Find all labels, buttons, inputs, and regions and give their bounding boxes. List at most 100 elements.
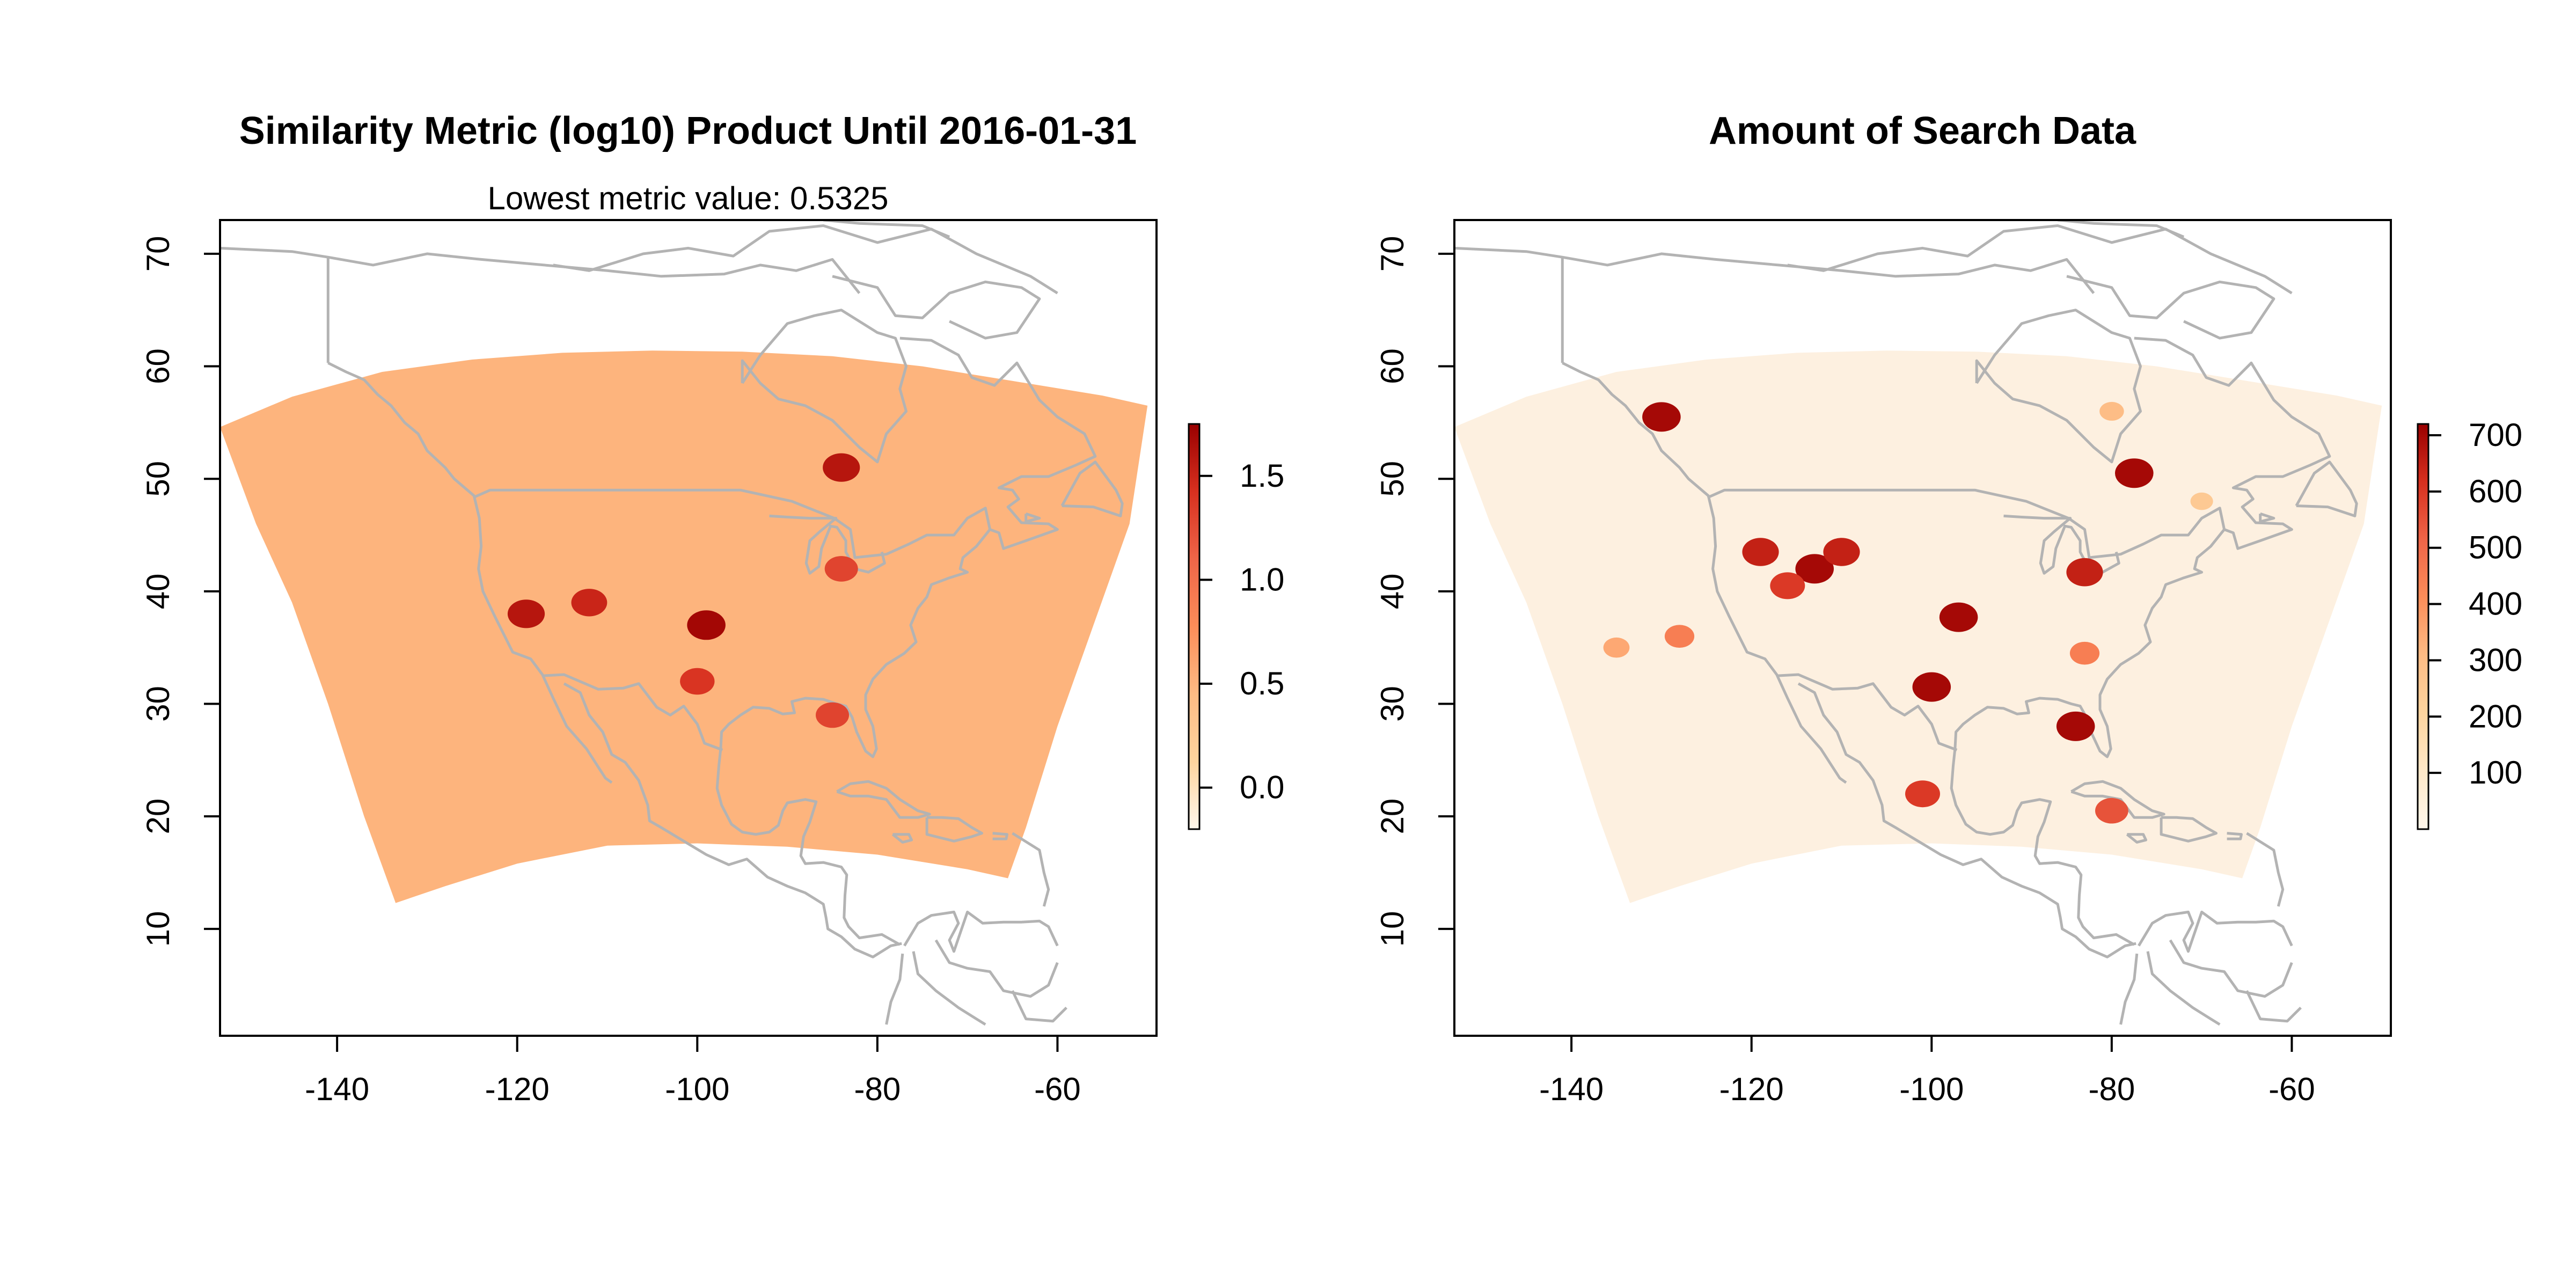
y-axis: 10 20 30 40 50 60 70 xyxy=(140,236,220,947)
boundary-line xyxy=(1011,990,1067,1023)
boundary-line xyxy=(1777,673,1958,751)
x-tick-label: -80 xyxy=(2088,1071,2135,1107)
x-tick-label: -140 xyxy=(1539,1071,1604,1107)
hotspot-layer xyxy=(507,453,860,728)
boundary-line xyxy=(934,939,1059,998)
x-axis: -140 -120 -100 -80 -60 xyxy=(1539,1036,2315,1107)
boundary-line xyxy=(1797,682,2136,958)
colorbar-tick-label: 0.5 xyxy=(1240,665,1284,701)
hotspot-cell xyxy=(1642,402,1681,432)
search-data-panel: Amount of Search Data -140 -120 -100 -80 -60… xyxy=(1374,109,2522,1107)
hotspot-cell xyxy=(687,610,726,640)
boundary-line xyxy=(2057,220,2185,238)
boundary-line xyxy=(1787,224,2293,295)
boundary-line xyxy=(2169,939,2293,998)
boundary-line xyxy=(992,832,1008,840)
boundary-line xyxy=(1024,512,1041,523)
x-tick-label: -140 xyxy=(305,1071,369,1107)
boundary-line xyxy=(1708,488,2226,559)
boundary-line xyxy=(912,951,986,1026)
boundary-line xyxy=(903,910,1059,953)
hotspot-cell xyxy=(2095,797,2128,824)
hotspot-cell xyxy=(823,453,860,482)
x-tick-label: -60 xyxy=(2268,1071,2315,1107)
boundary-line xyxy=(543,673,723,751)
hotspot-layer xyxy=(1603,401,2213,824)
y-tick-label: 30 xyxy=(140,686,176,722)
boundary-line xyxy=(2134,336,2331,550)
boundary-line xyxy=(327,362,613,784)
boundary-line xyxy=(741,309,908,464)
boundary-line xyxy=(2066,275,2275,340)
y-tick-label: 50 xyxy=(140,461,176,497)
hotspot-cell xyxy=(2115,458,2154,488)
y-tick-label: 60 xyxy=(1374,348,1410,384)
colorbar xyxy=(2417,423,2429,830)
color-legend: 0.0 0.5 1.0 1.5 xyxy=(1188,423,1284,830)
x-tick-label: -120 xyxy=(485,1071,550,1107)
chart-title: Amount of Search Data xyxy=(1709,109,2136,152)
colorbar-tick-label: 1.0 xyxy=(1240,561,1284,597)
boundary-line xyxy=(1975,309,2142,464)
y-tick-label: 60 xyxy=(140,348,176,384)
hotspot-cell xyxy=(1664,625,1695,648)
colorbar-tick-label: 100 xyxy=(2469,755,2522,791)
x-tick-label: -80 xyxy=(854,1071,901,1107)
chart-subtitle: Lowest metric value: 0.5325 xyxy=(487,180,888,216)
chart-title: Similarity Metric (log10) Product Until … xyxy=(239,109,1137,152)
y-tick-label: 40 xyxy=(1374,573,1410,609)
hotspot-cell xyxy=(1823,538,1860,566)
colorbar-tick-label: 600 xyxy=(2469,473,2522,509)
colorbar-tick-label: 700 xyxy=(2469,417,2522,453)
hotspot-cell xyxy=(1795,554,1834,584)
hotspot-cell xyxy=(1603,637,1630,658)
boundary-line xyxy=(220,246,861,294)
hotspot-cell xyxy=(680,668,715,695)
boundary-line xyxy=(836,780,931,819)
map-boundaries xyxy=(220,220,1124,1026)
y-axis: 10 20 30 40 50 60 70 xyxy=(1374,236,1454,947)
boundary-line xyxy=(1950,529,2226,946)
boundary-line xyxy=(2160,816,2218,843)
hotspot-cell xyxy=(1742,538,1779,566)
hotspot-cell xyxy=(507,599,545,628)
hotspot-cell xyxy=(2099,401,2124,421)
boundary-line xyxy=(563,682,902,958)
color-legend: 100 200 300 400 500 600 700 xyxy=(2417,417,2522,830)
colorbar-tick-label: 500 xyxy=(2469,530,2522,566)
boundary-line xyxy=(474,488,992,559)
colorbar-tick-label: 1.5 xyxy=(1240,458,1284,494)
hotspot-cell xyxy=(2069,641,2100,665)
boundary-line xyxy=(2295,460,2358,517)
x-axis: -140 -120 -100 -80 -60 xyxy=(305,1036,1081,1107)
hotspot-cell xyxy=(2066,558,2103,587)
hotspot-cell xyxy=(824,556,858,582)
y-tick-label: 30 xyxy=(1374,686,1410,722)
x-tick-label: -120 xyxy=(1719,1071,1784,1107)
y-tick-label: 40 xyxy=(140,573,176,609)
boundary-line xyxy=(2259,512,2275,523)
boundary-line xyxy=(1562,362,1847,784)
boundary-line xyxy=(2126,833,2148,844)
colorbar-tick-label: 300 xyxy=(2469,642,2522,678)
boundary-line xyxy=(891,833,913,844)
x-tick-label: -60 xyxy=(1034,1071,1081,1107)
hotspot-cell xyxy=(816,702,849,728)
y-tick-label: 50 xyxy=(1374,461,1410,497)
boundary-line xyxy=(2070,780,2165,819)
boundary-line xyxy=(2138,910,2293,953)
boundary-line xyxy=(553,224,1058,295)
hotspot-cell xyxy=(571,589,608,617)
hotspot-cell xyxy=(1770,572,1805,599)
map-boundaries xyxy=(1454,220,2358,1026)
y-tick-label: 20 xyxy=(1374,799,1410,835)
plot-frame xyxy=(1453,219,2392,1037)
boundary-line xyxy=(925,816,983,843)
y-tick-label: 10 xyxy=(1374,911,1410,947)
hotspot-cell xyxy=(1905,780,1940,808)
boundary-line xyxy=(899,336,1097,550)
boundary-line xyxy=(832,275,1041,340)
boundary-line xyxy=(1060,460,1124,517)
boundary-line xyxy=(2119,953,2139,1025)
